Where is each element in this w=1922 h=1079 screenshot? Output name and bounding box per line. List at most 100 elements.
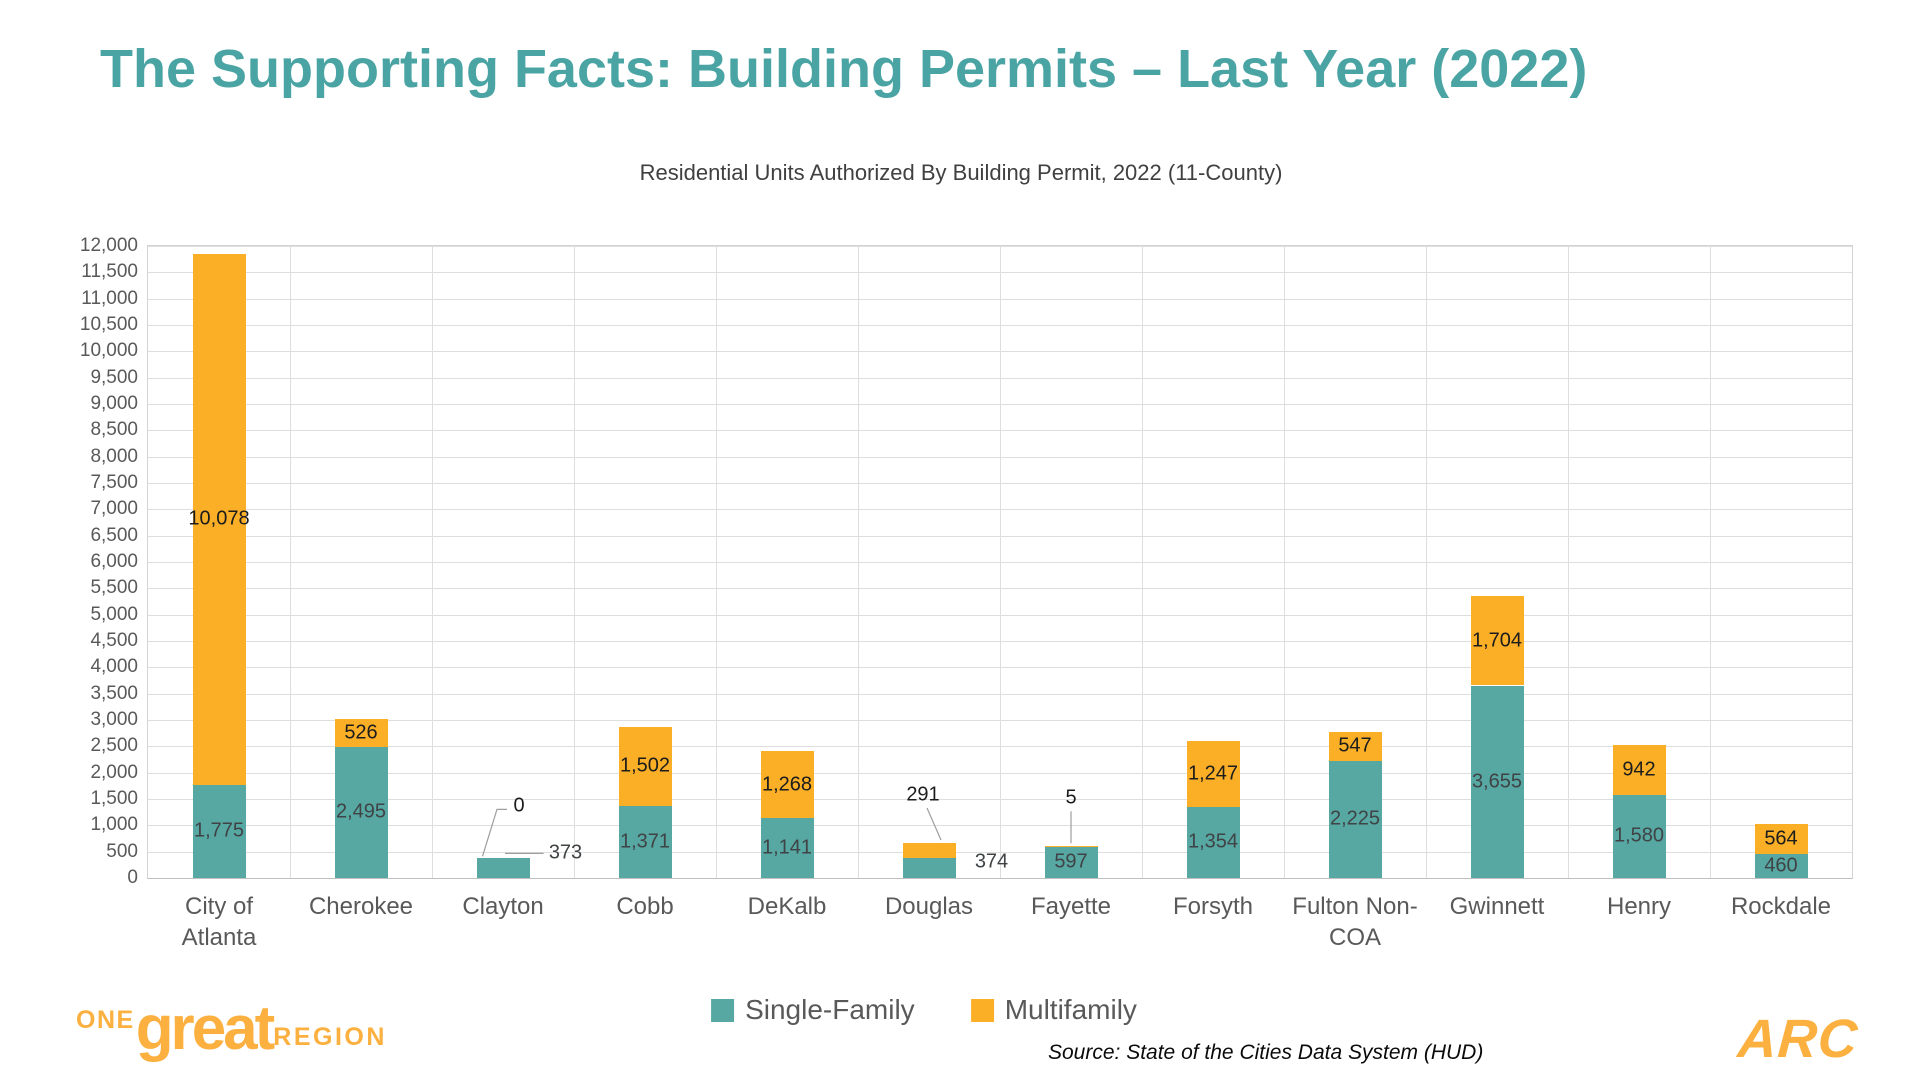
x-category-label: Gwinnett xyxy=(1449,893,1545,920)
legend-swatch-single-family xyxy=(711,998,735,1022)
value-label: 1,354 xyxy=(1187,830,1239,853)
gridline-vertical xyxy=(1142,246,1143,878)
value-label: 2,495 xyxy=(335,800,387,823)
value-label: 547 xyxy=(1338,734,1372,757)
bar-segment-multifamily xyxy=(1612,745,1666,795)
bar-segment-single-family xyxy=(192,784,246,878)
value-label: 2,225 xyxy=(1329,807,1381,830)
y-axis-tick-label: 11,000 xyxy=(81,287,138,309)
value-label: 1,247 xyxy=(1187,762,1239,785)
bar-segment-single-family xyxy=(334,746,388,878)
gridline-vertical xyxy=(432,246,433,878)
x-category-label: Henry xyxy=(1606,893,1672,920)
bar-segment-single-family xyxy=(1470,685,1524,878)
legend-item-multifamily: Multifamily xyxy=(970,994,1137,1026)
bar-segment-multifamily xyxy=(334,718,388,747)
y-axis-tick-label: 8,500 xyxy=(90,419,138,441)
y-axis-tick-label: 7,500 xyxy=(90,472,138,493)
bar-segment-multifamily xyxy=(902,842,956,859)
slide-title: The Supporting Facts: Building Permits –… xyxy=(100,39,1588,99)
value-label: 374 xyxy=(974,850,1009,873)
value-label: 291 xyxy=(906,783,940,806)
value-label: 3,655 xyxy=(1471,770,1523,793)
legend: Single-Family Multifamily xyxy=(711,994,1137,1026)
plot-area: 0 500 1,000 1,500 2,000 2,500 3,000 3,500 4,000 4… xyxy=(80,235,1853,951)
x-category-label: Cobb xyxy=(616,893,674,920)
chart-title: Residential Units Authorized By Building… xyxy=(639,160,1283,185)
bar-segment-multifamily xyxy=(192,253,246,785)
value-label: 564 xyxy=(1764,827,1798,850)
bar-segment-multifamily xyxy=(1754,824,1808,854)
x-category-label: City of Atlanta xyxy=(181,893,257,952)
bar-segment-single-family xyxy=(760,817,814,878)
x-category-label: DeKalb xyxy=(747,893,827,920)
logo-text-region: REGION xyxy=(273,1023,387,1051)
legend-label-single-family: Single-Family xyxy=(745,994,915,1025)
y-axis-tick-label: 12,000 xyxy=(79,235,138,256)
bar-segment-single-family xyxy=(476,858,530,878)
bar-segment-single-family xyxy=(1612,794,1666,878)
gridline-vertical xyxy=(574,246,575,878)
value-label: 5 xyxy=(1065,786,1077,809)
y-axis-tick-label: 7,000 xyxy=(90,498,138,520)
gridline-vertical xyxy=(1000,246,1001,878)
y-axis-tick-label: 2,500 xyxy=(90,735,138,757)
gridline-vertical xyxy=(1426,246,1427,878)
x-category-label: Fayette xyxy=(1030,893,1112,920)
bar-segment-single-family xyxy=(902,858,956,878)
legend-label-multifamily: Multifamily xyxy=(1004,994,1137,1025)
value-label: 460 xyxy=(1764,854,1798,877)
y-axis-tick-label: 10,000 xyxy=(79,340,138,362)
bar-segment-single-family xyxy=(1754,853,1808,878)
arc-logo: ARC xyxy=(1735,1009,1861,1069)
bar-segment-single-family xyxy=(1044,846,1098,878)
value-label: 1,371 xyxy=(619,830,671,853)
x-category-label: Clayton xyxy=(462,893,544,920)
value-label: 373 xyxy=(548,841,583,864)
logo-text-great: great xyxy=(135,994,276,1063)
x-category-label: Rockdale xyxy=(1730,893,1832,920)
y-axis-tick-label: 0 xyxy=(127,867,138,888)
bar-segment-multifamily xyxy=(1186,741,1240,807)
y-axis-tick-label: 5,500 xyxy=(90,577,138,599)
y-axis-tick-label: 500 xyxy=(106,840,138,862)
source-note: Source: State of the Cities Data System … xyxy=(1048,1041,1484,1064)
value-label: 942 xyxy=(1622,758,1656,781)
y-axis-tick-label: 1,000 xyxy=(90,814,138,836)
value-label: 1,502 xyxy=(619,754,671,777)
value-label: 597 xyxy=(1054,850,1088,873)
value-label: 1,141 xyxy=(761,836,813,859)
y-axis-tick-label: 8,000 xyxy=(90,445,138,467)
y-axis-tick-label: 6,000 xyxy=(90,551,138,572)
y-axis-tick-label: 9,000 xyxy=(90,393,138,414)
gridline-vertical xyxy=(1568,246,1569,878)
legend-swatch-multifamily xyxy=(970,998,994,1022)
gridline-vertical xyxy=(858,246,859,878)
logo-text-one: ONE xyxy=(76,1006,135,1034)
x-category-label: Fulton Non-COA xyxy=(1292,893,1418,952)
gridline-vertical xyxy=(290,246,291,878)
y-axis-tick-label: 9,500 xyxy=(90,366,138,388)
value-label: 10,078 xyxy=(188,507,250,530)
legend-item-single-family: Single-Family xyxy=(711,994,915,1026)
bar-segment-single-family xyxy=(1186,806,1240,878)
bar-segment-single-family xyxy=(1328,760,1382,878)
value-label: 1,775 xyxy=(193,819,245,842)
value-label: 1,580 xyxy=(1613,824,1665,847)
bar-segment-multifamily xyxy=(1470,595,1524,686)
value-label: 0 xyxy=(513,794,525,817)
bar-segment-multifamily xyxy=(1328,732,1382,761)
x-category-label: Douglas xyxy=(884,893,974,920)
gridline-vertical xyxy=(1710,246,1711,878)
y-axis-tick-label: 6,500 xyxy=(90,524,138,546)
y-axis-tick-label: 3,000 xyxy=(90,709,138,730)
gridline-vertical xyxy=(716,246,717,878)
value-label: 1,268 xyxy=(761,773,813,796)
y-axis-tick-label: 1,500 xyxy=(90,788,138,809)
y-axis-tick-label: 11,500 xyxy=(81,261,138,283)
value-label: 526 xyxy=(344,721,378,744)
x-category-label: Forsyth xyxy=(1172,893,1253,920)
y-axis-tick-label: 10,500 xyxy=(79,314,138,335)
bar-segment-multifamily xyxy=(618,726,672,806)
